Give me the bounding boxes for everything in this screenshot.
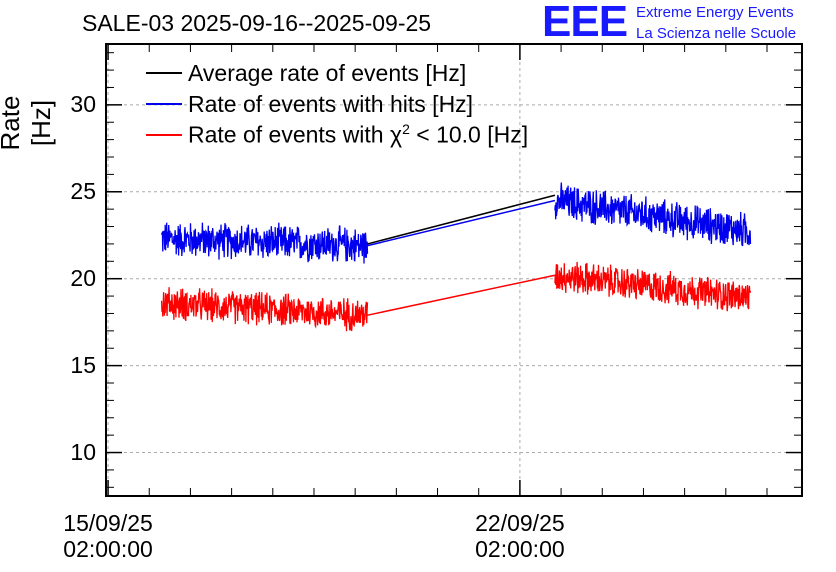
logo-line-2: La Scienza nelle Scuole [636, 25, 797, 42]
plot-frame [105, 43, 803, 497]
y-tick-label: 20 [70, 264, 96, 291]
legend-label-hits: Rate of events with hits [Hz] [188, 90, 474, 117]
chart-title: SALE-03 2025-09-16--2025-09-25 [82, 10, 432, 36]
y-axis-label: Rate [Hz] [0, 95, 56, 151]
legend-item-chi2: Rate of events with χ2 < 10.0 [Hz] [146, 120, 528, 150]
x-tick-label: 22/09/25 02:00:00 [475, 510, 565, 562]
legend-item-hits: Rate of events with hits [Hz] [146, 89, 473, 119]
legend-swatch-hits [146, 103, 182, 105]
y-tick-label: 15 [70, 351, 96, 378]
data-layer [160, 182, 752, 332]
y-tick-label: 10 [70, 438, 96, 465]
legend-swatch-chi2 [146, 134, 182, 136]
y-tick-label: 25 [70, 177, 96, 204]
legend-label-average: Average rate of events [Hz] [188, 59, 467, 86]
series-average-connector [367, 194, 556, 245]
series-hits-connector [367, 199, 556, 247]
legend-item-average: Average rate of events [Hz] [146, 58, 466, 88]
series-hits-line [160, 182, 752, 264]
tick-layer [106, 44, 802, 496]
series-chi2-connector [367, 274, 556, 316]
logo-line-1: Extreme Energy Events [636, 4, 794, 21]
x-tick-label: 15/09/25 02:00:00 [63, 510, 153, 562]
series-chi2-line [160, 261, 752, 332]
eee-logo: EEE [542, 0, 628, 46]
legend-label-chi2: Rate of events with χ2 < 10.0 [Hz] [188, 121, 529, 148]
y-tick-label: 30 [70, 90, 96, 117]
grid-layer [106, 44, 802, 496]
legend-swatch-average [146, 72, 182, 74]
